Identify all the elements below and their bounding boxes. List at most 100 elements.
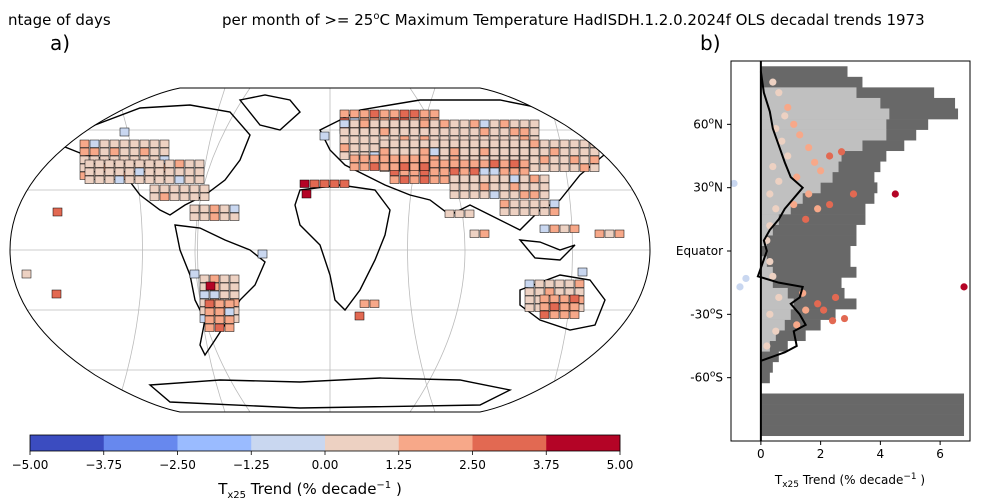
- trend-point: [831, 293, 840, 302]
- coverage-bar-light: [760, 277, 773, 289]
- trend-grid-cell: [459, 190, 470, 199]
- colorbar-tick-label: 2.50: [459, 458, 486, 472]
- trend-grid-cell: [539, 224, 550, 233]
- trend-point: [796, 131, 804, 139]
- trend-grid-cell: [449, 127, 460, 136]
- trend-grid-cell: [299, 179, 310, 188]
- trend-grid-cell: [339, 143, 350, 152]
- trend-grid-cell: [539, 310, 550, 319]
- trend-grid-cell: [449, 167, 460, 176]
- trend-grid-cell: [149, 139, 160, 148]
- trend-point: [736, 283, 744, 291]
- trend-grid-cell: [569, 310, 580, 319]
- colorbar-tick-label: 3.75: [533, 458, 560, 472]
- trend-point: [828, 317, 837, 325]
- trend-grid-cell: [569, 139, 580, 148]
- trend-point: [891, 190, 899, 198]
- trend-grid-cell: [189, 204, 200, 213]
- trend-point: [778, 137, 786, 145]
- coverage-bar-light: [760, 266, 773, 278]
- colorbar-segment: [177, 435, 252, 451]
- trend-grid-cell: [519, 174, 530, 183]
- trend-grid-cell: [229, 212, 240, 221]
- trend-point: [802, 215, 810, 223]
- coverage-bar-light: [760, 319, 785, 331]
- trend-grid-cell: [569, 302, 580, 311]
- trend-grid-cell: [459, 139, 470, 148]
- trend-grid-cell: [529, 139, 540, 148]
- trend-grid-cell: [539, 302, 550, 311]
- trend-grid-cell: [229, 204, 240, 213]
- trend-grid-cell: [309, 179, 320, 188]
- trend-grid-cell: [209, 290, 220, 299]
- x-tick-label: 6: [936, 447, 944, 461]
- trend-grid-cell: [184, 175, 195, 184]
- coverage-bar-light: [760, 298, 794, 310]
- trend-grid-cell: [579, 147, 590, 156]
- colorbar-tick-label: −5.00: [12, 458, 49, 472]
- trend-grid-cell: [399, 175, 410, 184]
- graticule-meridian: [544, 88, 573, 412]
- trend-grid-cell: [554, 287, 565, 296]
- trend-grid-cell: [489, 190, 500, 199]
- trend-point: [769, 272, 777, 280]
- trend-grid-cell: [604, 229, 615, 238]
- trend-grid-cell: [399, 139, 410, 148]
- y-tick-label: -60oS: [690, 370, 723, 385]
- trend-grid-cell: [539, 155, 550, 164]
- graticule-meridian: [197, 88, 226, 412]
- trend-grid-cell: [104, 175, 115, 184]
- trend-grid-cell: [219, 290, 230, 299]
- trend-grid-cell: [439, 167, 450, 176]
- trend-grid-cell: [469, 127, 480, 136]
- map-graticule: [10, 88, 650, 412]
- trend-grid-cell: [499, 167, 510, 176]
- trend-grid-cell: [89, 139, 100, 148]
- trend-grid-cell: [104, 167, 115, 176]
- colorbar-tick-label: 5.00: [607, 458, 634, 472]
- trend-grid-cell: [439, 175, 450, 184]
- trend-grid-cell: [204, 323, 215, 332]
- trend-grid-cell: [564, 287, 575, 296]
- trend-grid-cell: [449, 190, 460, 199]
- trend-grid-cell: [139, 139, 150, 148]
- trend-grid-cell: [519, 127, 530, 136]
- trend-grid-cell: [439, 119, 450, 128]
- trend-grid-cell: [257, 249, 268, 259]
- trend-grid-cell: [549, 207, 560, 216]
- trend-grid-cell: [99, 139, 110, 148]
- trend-grid-cell: [559, 310, 570, 319]
- trend-grid-cell: [114, 167, 125, 176]
- trend-grid-cell: [219, 274, 230, 283]
- trend-grid-cell: [549, 155, 560, 164]
- trend-grid-cell: [124, 175, 135, 184]
- y-tick-label: -30oS: [690, 306, 723, 321]
- trend-grid-cell: [79, 147, 90, 156]
- coverage-bar-dark: [760, 266, 857, 278]
- panel-b-label: b): [700, 31, 721, 55]
- trend-point: [772, 205, 780, 213]
- title-right: per month of >= 25oC Maximum Temperature…: [222, 11, 925, 29]
- trend-grid-cell: [509, 182, 520, 191]
- trend-grid-cell: [214, 307, 225, 316]
- trend-grid-cell: [369, 299, 380, 308]
- trend-grid-cell: [179, 192, 190, 201]
- trend-grid-cell: [219, 282, 230, 291]
- trend-grid-cell: [199, 274, 210, 283]
- trend-grid-cell: [339, 109, 350, 118]
- trend-grid-cell: [174, 167, 185, 176]
- trend-grid-cell: [509, 167, 520, 176]
- trend-grid-cell: [509, 174, 520, 183]
- trend-point: [840, 314, 849, 323]
- coverage-bar-light: [760, 161, 839, 173]
- trend-grid-cell: [489, 127, 500, 136]
- trend-point: [805, 143, 813, 152]
- trend-grid-cell: [479, 190, 490, 199]
- trend-grid-cell: [194, 167, 205, 176]
- trend-grid-cell: [359, 109, 370, 118]
- trend-grid-cell: [154, 159, 165, 168]
- trend-grid-cell: [469, 119, 480, 128]
- panel-b-xlabel: Tx25 Trend (% decade−1 ): [774, 472, 925, 490]
- trend-grid-cell: [224, 307, 235, 316]
